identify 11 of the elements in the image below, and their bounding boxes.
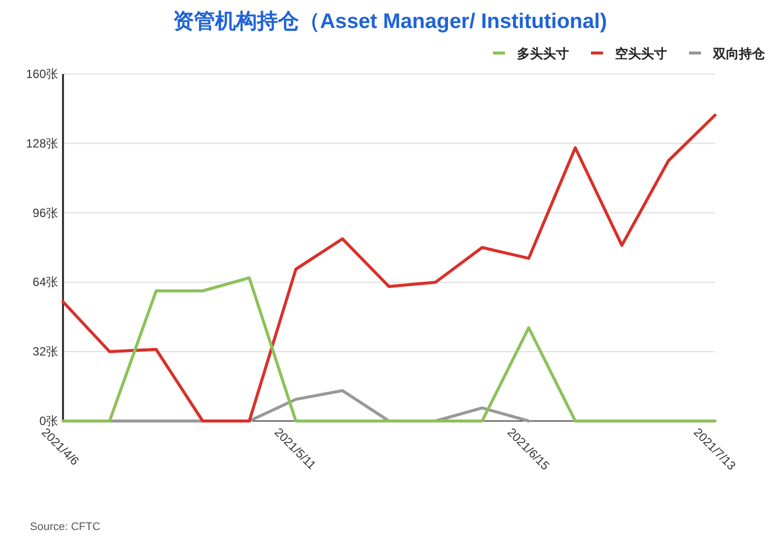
y-tick-label: 96张 xyxy=(32,206,58,220)
legend-label: 多头头寸 xyxy=(517,46,569,61)
y-tick-label: 128张 xyxy=(26,136,58,150)
y-tick-label: 0张 xyxy=(39,414,58,428)
y-tick-label: 32张 xyxy=(32,344,58,359)
y-tick-label: 160张 xyxy=(26,67,58,81)
y-tick-label: 64张 xyxy=(32,275,58,290)
chart-title: 资管机构持仓（Asset Manager/ Institutional) xyxy=(172,10,608,33)
legend-label: 双向持仓 xyxy=(712,46,766,61)
source-note: Source: CFTC xyxy=(30,521,100,533)
legend-label: 空头头寸 xyxy=(615,46,667,61)
